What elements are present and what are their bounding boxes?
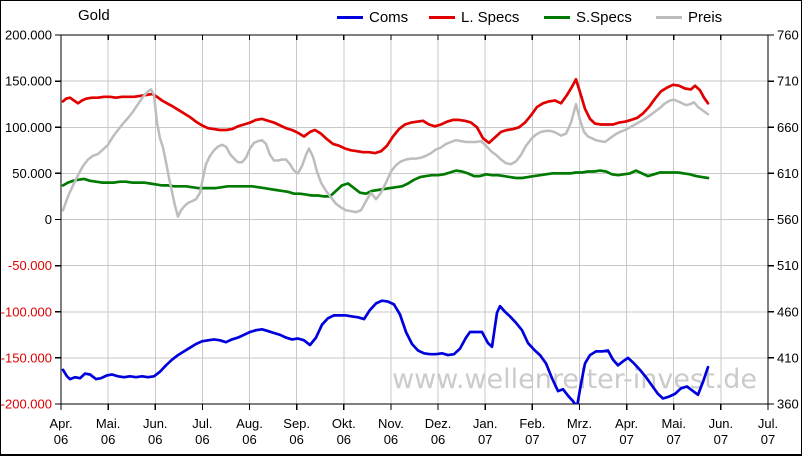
y-left-tick-label: -100.000 [1, 304, 52, 319]
series-line-l-specs [61, 77, 710, 155]
x-tick-label-year: 06 [54, 432, 68, 447]
legend-label-preis: Preis [688, 8, 723, 26]
s-specs-line-swatch-icon [544, 15, 570, 19]
x-tick-label-month: Jun. [709, 416, 734, 431]
x-tick-label-year: 07 [525, 432, 539, 447]
legend-item-s-specs: S.Specs [544, 8, 632, 26]
y-left-tick-label: -50.000 [8, 258, 52, 273]
legend-item-preis: Preis [656, 8, 722, 26]
y-left-tick-label: -200.000 [1, 397, 52, 412]
y-left-tick-label: 0 [45, 212, 52, 227]
x-tick-label-month: Nov. [378, 416, 404, 431]
x-tick-label-month: Okt. [332, 416, 356, 431]
x-tick-label-year: 07 [714, 432, 728, 447]
x-tick-label-month: Feb. [519, 416, 545, 431]
legend-label-s-specs: S.Specs [576, 8, 632, 26]
legend-label-coms: Coms [369, 8, 409, 26]
x-tick-label-year: 06 [242, 432, 256, 447]
preis-line-swatch-icon [656, 15, 682, 19]
x-tick-label-month: Aug. [236, 416, 263, 431]
legend-label-l-specs: L. Specs [461, 8, 520, 26]
x-tick-label-year: 07 [478, 432, 492, 447]
x-tick-label-month: Mai. [661, 416, 686, 431]
y-left-tick-label: 100.000 [5, 120, 52, 135]
coms-line-swatch-icon [337, 15, 363, 19]
x-tick-label-month: Jul. [192, 416, 212, 431]
series-line-coms [61, 299, 710, 404]
series-line-preis [61, 88, 710, 218]
x-tick-label-year: 07 [572, 432, 586, 447]
legend-item-l-specs: L. Specs [429, 8, 519, 26]
x-tick-label-month: Apr. [615, 416, 638, 431]
x-tick-label-month: Dez. [425, 416, 452, 431]
y-right-tick-label: 710 [777, 74, 799, 89]
watermark: www.wellenreiter-invest.de [392, 364, 757, 395]
y-left-tick-label: -150.000 [1, 350, 52, 365]
y-right-tick-label: 760 [777, 28, 799, 43]
l-specs-line-swatch-icon [429, 15, 455, 19]
x-tick-label-month: Sep. [283, 416, 310, 431]
y-right-tick-label: 610 [777, 166, 799, 181]
x-tick-label-month: Mai. [96, 416, 121, 431]
chart-title: Gold [78, 7, 110, 24]
x-tick-label-year: 06 [101, 432, 115, 447]
chart-legend: Coms L. Specs S.Specs Preis [0, 0, 802, 30]
x-tick-label-month: Apr. [49, 416, 72, 431]
legend-item-coms: Coms [337, 8, 408, 26]
y-left-tick-label: 150.000 [5, 74, 52, 89]
x-tick-label-year: 07 [619, 432, 633, 447]
x-tick-label-year: 06 [289, 432, 303, 447]
y-right-tick-label: 560 [777, 212, 799, 227]
y-left-tick-label: 50.000 [12, 166, 52, 181]
x-tick-label-year: 06 [337, 432, 351, 447]
y-right-tick-label: 510 [777, 258, 799, 273]
x-tick-label-year: 06 [148, 432, 162, 447]
y-right-tick-label: 360 [777, 397, 799, 412]
y-left-tick-label: 200.000 [5, 28, 52, 43]
x-tick-label-month: Jul. [758, 416, 778, 431]
x-tick-label-month: Jan. [473, 416, 498, 431]
x-tick-label-year: 06 [195, 432, 209, 447]
x-tick-label-month: Mrz. [567, 416, 592, 431]
y-right-tick-label: 660 [777, 120, 799, 135]
y-right-tick-label: 410 [777, 350, 799, 365]
y-right-tick-label: 460 [777, 304, 799, 319]
x-tick-label-year: 07 [666, 432, 680, 447]
x-tick-label-year: 06 [431, 432, 445, 447]
x-tick-label-month: Jun. [143, 416, 168, 431]
x-tick-label-year: 06 [384, 432, 398, 447]
x-tick-label-year: 07 [761, 432, 775, 447]
